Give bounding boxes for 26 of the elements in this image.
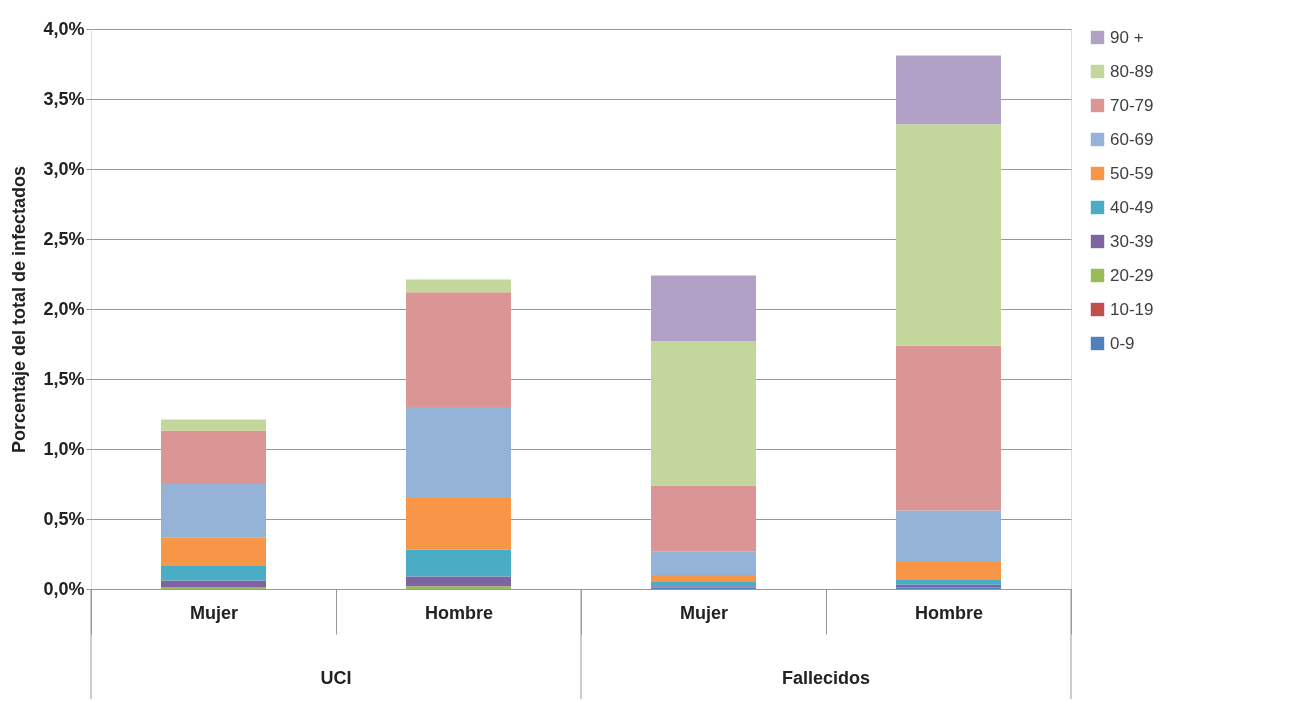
text: Fallecidos xyxy=(781,668,871,688)
x-tick-label: Hombre xyxy=(914,602,984,623)
y-tick-label: 1,5% xyxy=(43,368,85,389)
legend-label: 40-49 xyxy=(1110,197,1154,217)
legend-label: 80-89 xyxy=(1110,61,1154,81)
legend-label: 70-79 xyxy=(1110,95,1154,115)
legend-label: 60-69 xyxy=(1110,129,1154,149)
y-tick-label: 0,0% xyxy=(43,578,85,599)
y-axis-title: Porcentaje del total de infectados xyxy=(9,165,30,454)
x-tick-label: Mujer xyxy=(679,602,729,623)
y-tick-label: 3,0% xyxy=(43,158,85,179)
y-tick-label: 2,5% xyxy=(43,228,85,249)
y-tick-label: 0,5% xyxy=(43,508,85,529)
legend-label: 90 + xyxy=(1110,27,1144,47)
legend-label: 10-19 xyxy=(1110,299,1154,319)
y-tick-label: 3,5% xyxy=(43,88,85,109)
x-tick-label: Mujer xyxy=(189,602,239,623)
legend-label: 30-39 xyxy=(1110,231,1154,251)
y-tick-label: 4,0% xyxy=(43,18,85,39)
legend-label: 0-9 xyxy=(1110,333,1135,353)
x-tick-label: Hombre xyxy=(424,602,494,623)
text: UCI xyxy=(320,668,352,688)
y-tick-label: 2,0% xyxy=(43,298,85,319)
legend-label: 20-29 xyxy=(1110,265,1154,285)
y-tick-label: 1,0% xyxy=(43,438,85,459)
legend-label: 50-59 xyxy=(1110,163,1154,183)
